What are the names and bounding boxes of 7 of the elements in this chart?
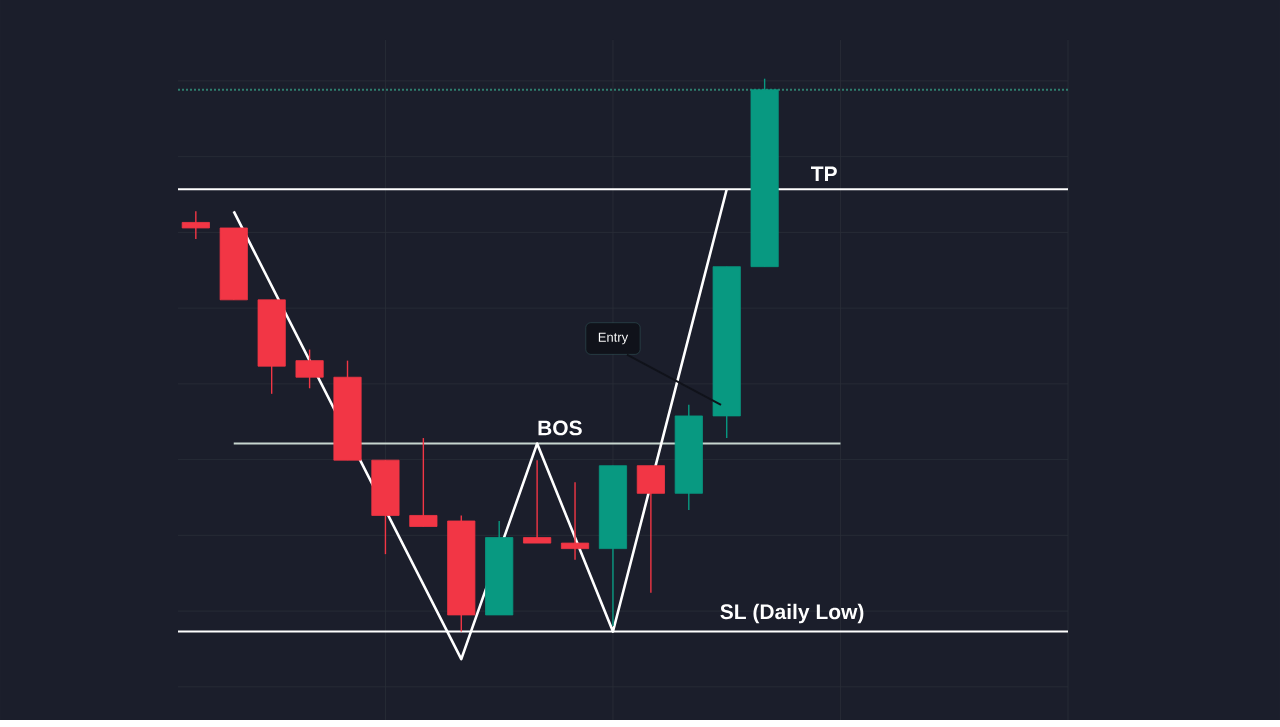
annotation: Entry: [598, 332, 629, 345]
ref-line-label: SL (Daily Low): [720, 603, 864, 624]
ref-line-label: BOS: [538, 420, 582, 436]
candlestick: [560, 481, 590, 561]
candlestick: [523, 459, 552, 544]
ref-line-label: TP: [811, 166, 837, 182]
candlestick: [181, 210, 210, 240]
